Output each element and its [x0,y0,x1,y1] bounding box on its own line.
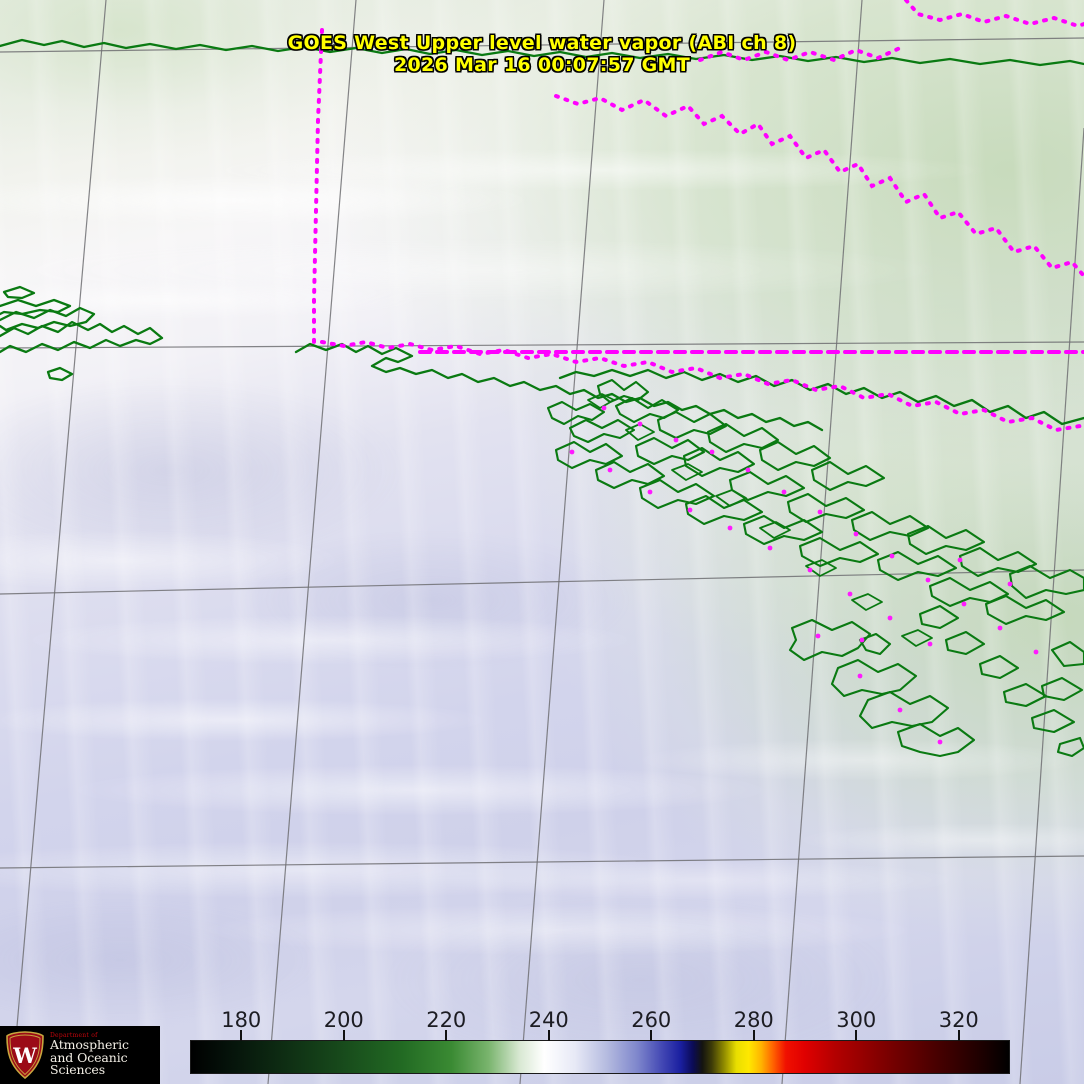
colorbar-tick-mark [957,1030,960,1041]
institution-name: Department of Atmospheric and Oceanic Sc… [50,1031,160,1078]
colorbar-tick-label: 280 [733,1008,774,1032]
colorbar-tick-mark [650,1030,653,1041]
logo-line-1: Atmospheric [50,1036,129,1052]
longitude-gridlines [11,0,1084,1084]
colorbar-tick-label: 260 [631,1008,672,1032]
colorbar-tick-mark [445,1030,448,1041]
svg-text:W: W [12,1043,37,1068]
uw-crest-icon: W [6,1031,44,1079]
colorbar-tick-mark [855,1030,858,1041]
colorbar-tick-label: 180 [221,1008,262,1032]
border-marker-dots [569,405,1039,745]
colorbar [190,1040,1010,1074]
colorbar-tick-label: 320 [938,1008,979,1032]
colorbar-gradient [190,1040,1010,1074]
colorbar-tick-mark [240,1030,243,1041]
coastline [0,38,1084,758]
logo-department-label: Department of [50,1031,98,1039]
colorbar-tick-label: 220 [426,1008,467,1032]
colorbar-tick-label: 240 [528,1008,569,1032]
colorbar-tick-label: 300 [836,1008,877,1032]
colorbar-tick-mark [342,1030,345,1041]
logo-line-2: and Oceanic Sciences [50,1049,128,1078]
colorbar-tick-label: 200 [323,1008,364,1032]
political-borders [312,0,1084,433]
institution-logo: W Department of Atmospheric and Oceanic … [0,1026,160,1084]
latitude-gridlines [0,37,1084,869]
colorbar-tick-labels: 180 200 220 240 260 280 300 320 [190,1008,1010,1034]
colorbar-tick-mark [547,1030,550,1041]
colorbar-tick-mark [752,1030,755,1041]
